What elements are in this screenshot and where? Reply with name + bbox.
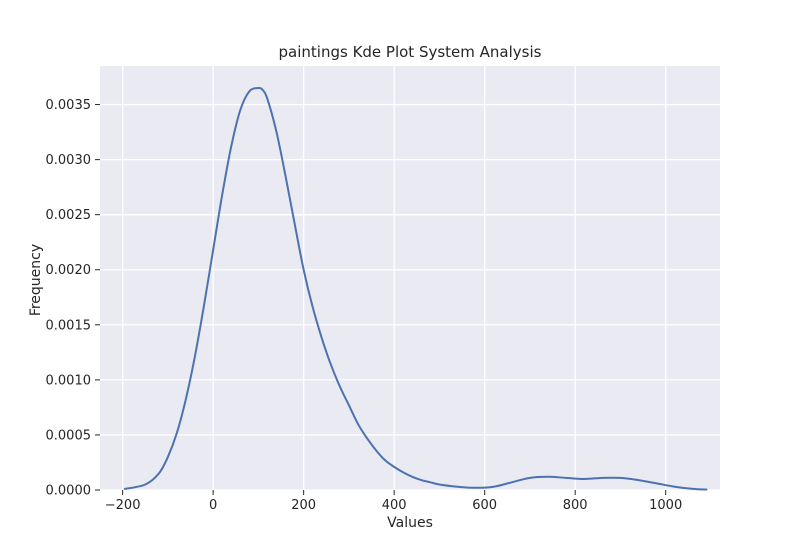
y-tick-label: 0.0035 [46,98,92,113]
y-tick-label: 0.0025 [46,208,92,223]
x-tick-label: −200 [105,498,141,513]
chart-title: paintings Kde Plot System Analysis [279,43,542,61]
x-tick-label: 0 [209,498,217,513]
x-tick-label: 600 [472,498,497,513]
y-axis-label: Frequency [28,244,44,316]
grid-lines [100,66,720,491]
x-tick-label: 1000 [649,498,682,513]
y-tick-label: 0.0005 [46,428,92,443]
y-tick-label: 0.0020 [46,263,92,278]
y-tick-label: 0.0030 [46,153,92,168]
x-tick-label: 400 [382,498,407,513]
y-axis-ticks: 0.0000 0.0005 0.0010 0.0015 0.0020 0.0025 0.00… [46,98,100,499]
y-tick-label: 0.0010 [46,373,92,388]
x-tick-label: 200 [291,498,316,513]
x-tick-label: 800 [563,498,588,513]
y-tick-label: 0.0000 [46,484,92,499]
plot-area [100,66,720,490]
x-axis-label: Values [387,515,433,531]
kde-curve [123,86,708,491]
y-tick-label: 0.0015 [46,318,92,333]
x-axis-ticks: −200 0 200 400 600 800 1000 [105,490,682,513]
